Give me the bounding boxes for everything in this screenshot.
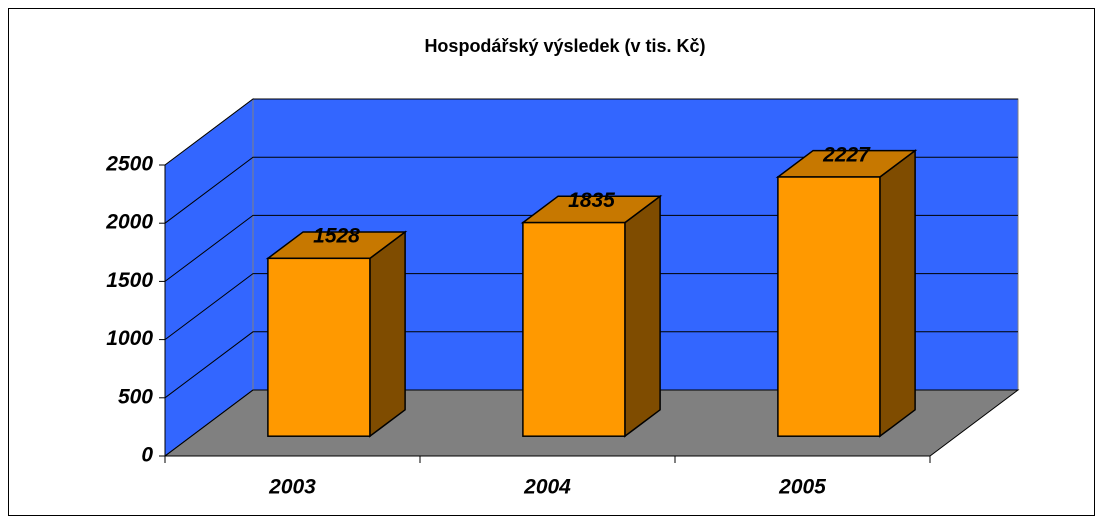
grid-line	[164, 331, 1018, 399]
grid-line	[164, 389, 1018, 457]
y-tick-label: 1500	[106, 269, 153, 292]
bar-side	[624, 194, 661, 438]
x-tick-label: 2003	[268, 476, 316, 499]
data-label: 2227	[822, 143, 871, 166]
bar	[267, 257, 371, 437]
x-tick-label: 2005	[778, 476, 826, 499]
data-label: 1835	[568, 189, 615, 212]
y-tick-label: 0	[141, 444, 153, 467]
y-tick-label: 2000	[105, 211, 153, 234]
grid-line	[164, 98, 1018, 166]
bar	[522, 221, 626, 437]
grid-line	[164, 273, 1018, 341]
x-tick-label: 2004	[523, 476, 571, 499]
chart-title: Hospodářský výsledek (v tis. Kč)	[424, 36, 705, 56]
y-tick-label: 2500	[105, 153, 153, 176]
y-tick-label: 1000	[106, 327, 153, 350]
grid-line	[164, 214, 1018, 282]
y-tick-label: 500	[118, 385, 153, 408]
grid-line	[164, 156, 1018, 224]
bar-side	[369, 230, 406, 438]
bar	[777, 176, 881, 437]
bar-side	[879, 149, 916, 438]
data-label: 1528	[313, 225, 360, 248]
